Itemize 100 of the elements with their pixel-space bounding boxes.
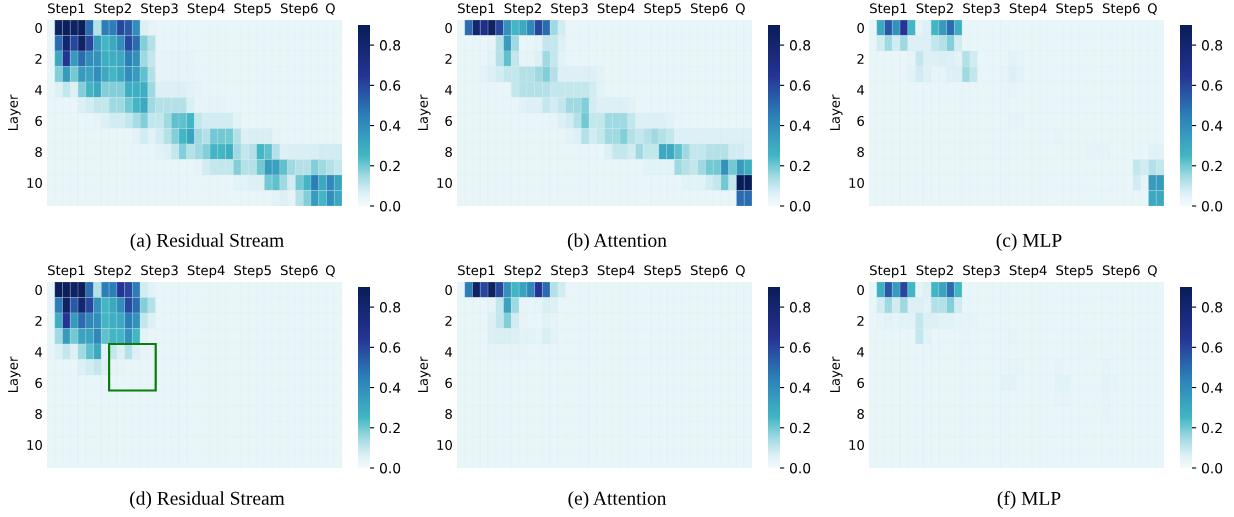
x-tick-label: Q [735,265,745,277]
color-bar-label: 0.2 [379,160,400,172]
y-tick-label: 6 [857,115,864,126]
color-bar-label: 0.0 [789,462,811,474]
y-tick-label: 6 [857,377,864,388]
x-tick-label: Step5 [644,265,681,278]
x-tick-label: Step2 [916,265,953,278]
color-bar-label: 0.6 [789,80,811,91]
color-bar-label: 0.2 [789,160,810,172]
x-tick-label: Step2 [504,265,541,278]
x-tick-label: Step2 [94,3,131,16]
color-bar-label: 0.8 [1201,40,1223,51]
color-bar-label: 0.8 [379,40,401,51]
color-bar-label: 0.8 [789,302,811,313]
color-bar-label: 0.8 [1201,302,1223,313]
y-tick-label: 4 [35,85,43,95]
y-tick-label: 4 [857,347,865,357]
x-tick-label: Step4 [1009,3,1047,16]
color-bar-label: 0.4 [379,382,401,394]
x-tick-label: Step5 [1056,3,1093,16]
x-tick-label: Q [1147,3,1157,15]
y-tick-label: 0 [445,284,452,295]
y-tick-label: 2 [35,53,42,64]
x-tick-label: Step4 [597,3,635,16]
x-tick-label: Q [325,265,335,277]
x-tick-label: Step1 [48,265,85,278]
color-bar-label: 0.2 [379,422,400,434]
x-tick-label: Step3 [963,3,1000,16]
x-tick-label: Step2 [504,3,541,16]
y-tick-label: 0 [35,284,42,295]
y-tick-label: 8 [445,146,452,157]
x-tick-label: Step4 [187,265,225,278]
x-tick-label: Step5 [644,3,681,16]
text: (c) MLP [996,233,1062,251]
y-tick-label: 4 [857,85,865,95]
y-tick-label: 2 [857,315,864,326]
x-tick-label: Step6 [1102,3,1140,16]
y-axis-title: Layer [418,356,431,393]
color-bar-label: 0.6 [789,342,811,353]
color-bar-label: 0.8 [789,40,811,51]
x-tick-label: Step2 [94,265,131,278]
color-bar-label: 0.2 [789,422,810,434]
x-tick-label: Step2 [916,3,953,16]
y-axis-title: Layer [830,356,843,393]
x-tick-label: Step1 [870,3,907,16]
y-tick-label: 2 [857,53,864,64]
y-tick-label: 10 [27,177,42,188]
x-tick-label: Step1 [48,3,85,16]
text: (b) Attention [567,233,667,251]
color-bar-label: 0.6 [1201,80,1223,91]
text: (a) Residual Stream [130,233,284,251]
color-bar-label: 0.4 [789,120,811,132]
y-tick-label: 6 [35,377,42,388]
x-tick-label: Step3 [141,3,178,16]
x-tick-label: Step6 [280,265,318,278]
color-bar-label: 0.8 [379,302,401,313]
color-bar-label: 0.0 [1201,200,1223,212]
y-tick-label: 10 [437,177,452,188]
y-tick-label: 0 [857,284,864,295]
x-tick-label: Step1 [870,265,907,278]
x-tick-label: Step3 [963,265,1000,278]
x-tick-label: Q [325,3,335,15]
text: (e) Attention [568,491,667,509]
y-tick-label: 0 [857,22,864,33]
color-bar-label: 0.4 [379,120,401,132]
x-tick-label: Q [1147,265,1157,277]
x-tick-label: Q [735,3,745,15]
x-tick-label: Step3 [551,265,588,278]
x-tick-label: Step6 [690,3,728,16]
color-bar-label: 0.0 [379,462,401,474]
color-bar-label: 0.6 [379,342,401,353]
y-tick-label: 8 [35,146,42,157]
x-tick-label: Step5 [234,265,271,278]
y-axis-title: Layer [830,94,843,131]
color-bar-label: 0.4 [789,382,811,394]
y-tick-label: 4 [35,347,43,357]
x-tick-label: Step6 [690,265,728,278]
text: (d) Residual Stream [130,491,285,509]
y-tick-label: 8 [857,408,864,419]
x-tick-label: Step1 [458,3,495,16]
y-tick-label: 6 [445,115,452,126]
y-tick-label: 10 [849,177,864,188]
color-bar-label: 0.2 [1201,160,1222,172]
y-tick-label: 2 [445,53,452,64]
y-tick-label: 6 [445,377,452,388]
color-bar-label: 0.0 [379,200,401,212]
y-axis-title: Layer [8,356,21,393]
color-bar-label: 0.6 [379,80,401,91]
y-tick-label: 0 [445,22,452,33]
color-bar-label: 0.0 [789,200,811,212]
x-tick-label: Step1 [458,265,495,278]
x-tick-label: Step6 [1102,265,1140,278]
x-tick-label: Step3 [551,3,588,16]
color-bar-label: 0.2 [1201,422,1222,434]
color-bar-label: 0.6 [1201,342,1223,353]
x-tick-label: Step6 [280,3,318,16]
y-tick-label: 8 [445,408,452,419]
text: (f) MLP [997,491,1061,509]
y-tick-label: 2 [35,315,42,326]
x-tick-label: Step4 [1009,265,1047,278]
